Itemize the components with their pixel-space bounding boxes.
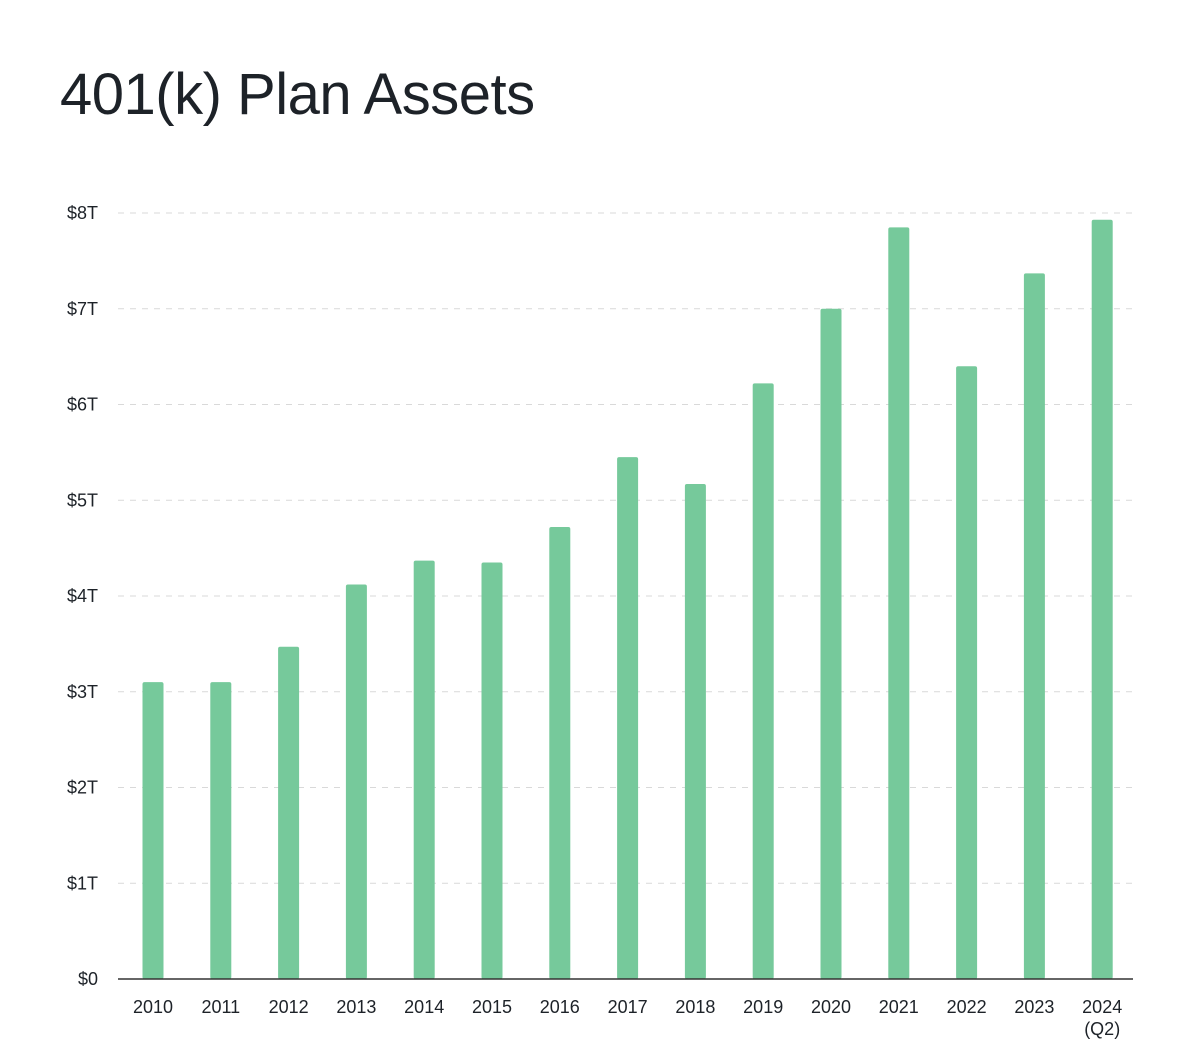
x-tick-label: 2016	[540, 997, 580, 1017]
y-tick-label: $4T	[67, 586, 98, 606]
bar-2015	[481, 562, 503, 979]
y-tick-label: $8T	[67, 203, 98, 223]
x-tick-label: 2014	[404, 997, 444, 1017]
x-tick-label: 2013	[336, 997, 376, 1017]
y-tick-label: $5T	[67, 490, 98, 510]
bar-2021	[888, 227, 910, 980]
bar-2020	[820, 308, 842, 979]
bar-2022	[956, 366, 978, 979]
x-tick-label: 2018	[675, 997, 715, 1017]
x-tick-label: 2011	[201, 997, 240, 1017]
bar-2024	[1091, 219, 1113, 979]
y-tick-label: $7T	[67, 299, 98, 319]
x-tick-label: 2015	[472, 997, 512, 1017]
bar-2017	[617, 457, 639, 980]
y-tick-label: $2T	[67, 778, 98, 798]
bar-2014	[413, 560, 435, 979]
y-tick-label: $0	[78, 969, 98, 989]
x-tick-label: 2023	[1014, 997, 1054, 1017]
bar-2011	[210, 682, 232, 979]
bar-2012	[278, 646, 300, 979]
x-tick-label: 2020	[811, 997, 851, 1017]
bar-2010	[142, 682, 164, 979]
x-tick-label: 2012	[269, 997, 309, 1017]
x-tick-label: 2017	[608, 997, 648, 1017]
bar-2016	[549, 527, 571, 979]
bar-2013	[345, 584, 367, 979]
x-tick-label: 2024	[1082, 997, 1122, 1017]
bars	[142, 219, 1113, 980]
y-tick-label: $3T	[67, 682, 98, 702]
chart-title: 401(k) Plan Assets	[60, 62, 535, 127]
y-axis-ticks: $0 $1T $2T $3T $4T $5T $6T $7T $8T	[67, 203, 98, 989]
x-tick-label: 2022	[947, 997, 987, 1017]
y-tick-label: $6T	[67, 395, 98, 415]
bar-2023	[1023, 273, 1045, 979]
x-tick-sublabel: (Q2)	[1084, 1019, 1120, 1039]
y-tick-label: $1T	[67, 873, 98, 893]
x-tick-label: 2010	[133, 997, 173, 1017]
bar-2018	[684, 483, 706, 979]
x-tick-label: 2019	[743, 997, 783, 1017]
bar-2019	[752, 383, 774, 979]
x-tick-label: 2021	[879, 997, 919, 1017]
x-axis-ticks: 2010 2011 2012 2013 2014 2015 2016 2017 2018 2019…	[133, 997, 1122, 1039]
